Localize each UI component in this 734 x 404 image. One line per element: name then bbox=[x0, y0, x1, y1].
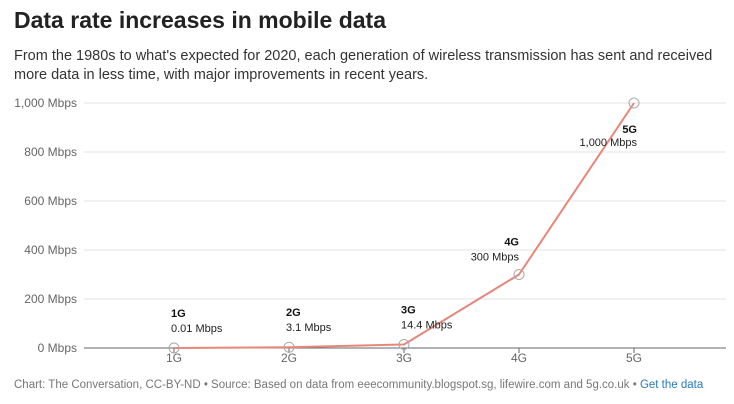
data-label-name: 2G bbox=[286, 307, 301, 319]
y-tick-label: 800 Mbps bbox=[24, 145, 77, 159]
x-tick-label: 2G bbox=[281, 351, 297, 365]
data-point bbox=[283, 341, 295, 353]
data-label-name: 5G bbox=[622, 124, 637, 136]
data-label-name: 3G bbox=[401, 304, 416, 316]
y-tick-label: 1,000 Mbps bbox=[14, 96, 77, 110]
data-label-name: 1G bbox=[171, 308, 186, 320]
data-label-value: 300 Mbps bbox=[471, 252, 520, 264]
gridlines bbox=[84, 102, 726, 300]
source-credit: Chart: The Conversation, CC-BY-ND • Sour… bbox=[14, 379, 640, 391]
data-point bbox=[628, 97, 640, 109]
line-chart: 0 Mbps 200 Mbps 400 Mbps 600 Mbps 800 Mbps 1,… bbox=[14, 96, 726, 365]
x-axis: 1G 2G 3G 4G 5G bbox=[84, 347, 726, 365]
x-tick-label: 1G bbox=[166, 351, 182, 365]
data-label-value: 1,000 Mbps bbox=[580, 137, 638, 149]
series-data-rate bbox=[168, 97, 640, 354]
chart-subtitle: From the 1980s to what's expected for 20… bbox=[14, 48, 713, 83]
data-label-value: 0.01 Mbps bbox=[171, 323, 223, 335]
data-labels: 1G 0.01 Mbps 2G 3.1 Mbps 3G 14.4 Mbps 4G 300 Mb… bbox=[171, 124, 637, 335]
data-point bbox=[168, 342, 180, 354]
y-tick-label: 200 Mbps bbox=[24, 292, 77, 306]
x-tick-label: 4G bbox=[511, 351, 527, 365]
y-tick-label: 600 Mbps bbox=[24, 194, 77, 208]
data-label-value: 3.1 Mbps bbox=[286, 322, 332, 334]
chart-footer: Chart: The Conversation, CC-BY-ND • Sour… bbox=[14, 379, 703, 391]
series-line bbox=[173, 102, 635, 349]
y-tick-label: 0 Mbps bbox=[38, 341, 77, 355]
data-point bbox=[513, 269, 525, 280]
x-tick-label: 3G bbox=[396, 351, 412, 365]
data-label-value: 14.4 Mbps bbox=[401, 319, 453, 331]
y-axis-tick-labels: 0 Mbps 200 Mbps 400 Mbps 600 Mbps 800 Mbps 1,… bbox=[14, 96, 77, 355]
x-tick-label: 5G bbox=[626, 351, 642, 365]
y-tick-label: 400 Mbps bbox=[24, 243, 77, 257]
get-the-data-link[interactable]: Get the data bbox=[639, 379, 704, 391]
data-label-name: 4G bbox=[504, 237, 519, 249]
chart-title: Data rate increases in mobile data bbox=[14, 7, 386, 33]
data-point bbox=[398, 338, 410, 350]
